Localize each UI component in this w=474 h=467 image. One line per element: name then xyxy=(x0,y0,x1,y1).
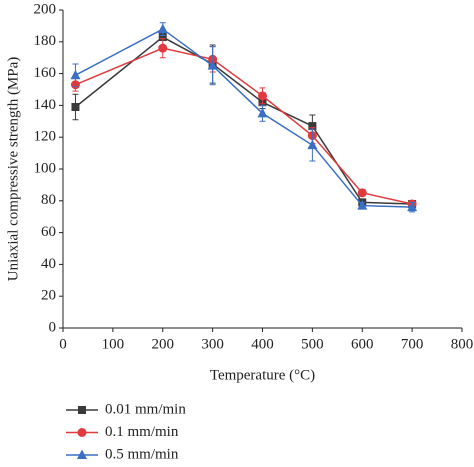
legend-label: 0.01 mm/min xyxy=(105,401,186,417)
marker xyxy=(357,200,368,210)
marker xyxy=(77,428,87,437)
legend-label: 0.5 mm/min xyxy=(105,446,179,462)
marker xyxy=(78,406,86,414)
x-axis-label: Temperature (°C) xyxy=(210,367,315,383)
y-tick-label: 140 xyxy=(34,97,57,113)
x-tick-label: 600 xyxy=(351,336,374,352)
x-tick-label: 300 xyxy=(201,336,224,352)
x-tick-label: 0 xyxy=(59,336,67,352)
y-tick-label: 20 xyxy=(41,288,56,304)
marker xyxy=(308,122,317,131)
x-tick-label: 500 xyxy=(301,336,324,352)
marker xyxy=(158,43,168,53)
marker xyxy=(70,69,81,80)
x-tick-label: 400 xyxy=(251,336,274,352)
marker xyxy=(157,23,168,34)
x-tick-label: 100 xyxy=(102,336,125,352)
marker xyxy=(158,33,167,42)
y-axis-label: Uniaxial compressive strength (MPa) xyxy=(5,57,21,282)
series-line xyxy=(75,47,413,205)
y-tick-label: 80 xyxy=(41,192,56,208)
marker xyxy=(77,449,87,459)
x-tick-label: 200 xyxy=(152,336,175,352)
y-tick-label: 180 xyxy=(34,33,57,49)
marker xyxy=(357,188,367,198)
series-line xyxy=(75,28,413,208)
marker xyxy=(258,91,267,101)
marker xyxy=(257,107,268,118)
x-tick-label: 700 xyxy=(401,336,424,352)
y-tick-label: 100 xyxy=(34,160,57,176)
y-tick-label: 120 xyxy=(34,129,57,145)
x-tick-label: 800 xyxy=(451,336,474,352)
y-tick-label: 60 xyxy=(41,224,56,240)
legend-label: 0.1 mm/min xyxy=(105,424,179,440)
marker xyxy=(207,60,218,70)
series-line xyxy=(74,36,413,205)
y-tick-label: 40 xyxy=(41,256,56,272)
y-tick-label: 0 xyxy=(49,319,57,335)
y-tick-label: 160 xyxy=(34,65,57,81)
marker xyxy=(307,139,318,150)
y-tick-label: 200 xyxy=(34,1,57,17)
marker xyxy=(407,201,418,212)
marker xyxy=(71,102,80,111)
